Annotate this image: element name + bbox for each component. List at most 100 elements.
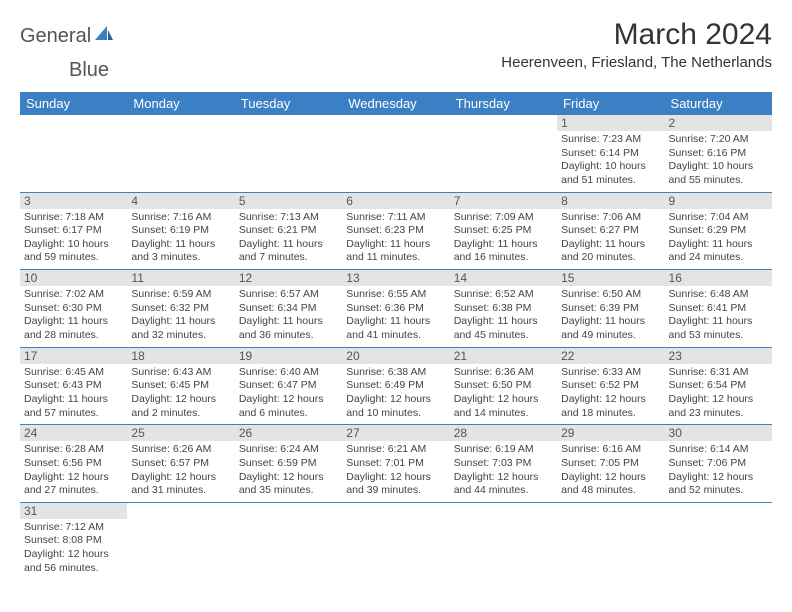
- day-body: Sunrise: 6:19 AMSunset: 7:03 PMDaylight:…: [450, 441, 557, 502]
- sunset-text: Sunset: 6:29 PM: [669, 224, 768, 238]
- daylight-text: Daylight: 10 hours and 55 minutes.: [669, 160, 768, 187]
- week-row: 31Sunrise: 7:12 AMSunset: 8:08 PMDayligh…: [20, 503, 772, 580]
- sunrise-text: Sunrise: 7:16 AM: [131, 211, 230, 225]
- sunrise-text: Sunrise: 7:11 AM: [346, 211, 445, 225]
- day-body: Sunrise: 7:12 AMSunset: 8:08 PMDaylight:…: [20, 519, 127, 580]
- sunset-text: Sunset: 6:38 PM: [454, 302, 553, 316]
- daylight-text: Daylight: 12 hours and 23 minutes.: [669, 393, 768, 420]
- day-body: Sunrise: 6:40 AMSunset: 6:47 PMDaylight:…: [235, 364, 342, 425]
- day-cell: 29Sunrise: 6:16 AMSunset: 7:05 PMDayligh…: [557, 425, 664, 502]
- daylight-text: Daylight: 12 hours and 35 minutes.: [239, 471, 338, 498]
- day-cell: 24Sunrise: 6:28 AMSunset: 6:56 PMDayligh…: [20, 425, 127, 502]
- day-body: Sunrise: 6:48 AMSunset: 6:41 PMDaylight:…: [665, 286, 772, 347]
- day-body: Sunrise: 6:52 AMSunset: 6:38 PMDaylight:…: [450, 286, 557, 347]
- day-cell: 15Sunrise: 6:50 AMSunset: 6:39 PMDayligh…: [557, 270, 664, 347]
- sunset-text: Sunset: 6:34 PM: [239, 302, 338, 316]
- day-number: 25: [127, 425, 234, 441]
- day-body: Sunrise: 7:04 AMSunset: 6:29 PMDaylight:…: [665, 209, 772, 270]
- daylight-text: Daylight: 11 hours and 11 minutes.: [346, 238, 445, 265]
- day-number: 19: [235, 348, 342, 364]
- week-row: 10Sunrise: 7:02 AMSunset: 6:30 PMDayligh…: [20, 270, 772, 348]
- day-body: Sunrise: 6:50 AMSunset: 6:39 PMDaylight:…: [557, 286, 664, 347]
- day-body: Sunrise: 6:28 AMSunset: 6:56 PMDaylight:…: [20, 441, 127, 502]
- day-cell: 19Sunrise: 6:40 AMSunset: 6:47 PMDayligh…: [235, 348, 342, 425]
- sunrise-text: Sunrise: 6:55 AM: [346, 288, 445, 302]
- daylight-text: Daylight: 11 hours and 24 minutes.: [669, 238, 768, 265]
- day-cell: 2Sunrise: 7:20 AMSunset: 6:16 PMDaylight…: [665, 115, 772, 192]
- sail-icon: [93, 24, 115, 48]
- sunrise-text: Sunrise: 6:14 AM: [669, 443, 768, 457]
- day-cell: 18Sunrise: 6:43 AMSunset: 6:45 PMDayligh…: [127, 348, 234, 425]
- sunrise-text: Sunrise: 6:24 AM: [239, 443, 338, 457]
- day-cell: 1Sunrise: 7:23 AMSunset: 6:14 PMDaylight…: [557, 115, 664, 192]
- sunset-text: Sunset: 6:39 PM: [561, 302, 660, 316]
- week-row: 3Sunrise: 7:18 AMSunset: 6:17 PMDaylight…: [20, 193, 772, 271]
- day-body: Sunrise: 6:55 AMSunset: 6:36 PMDaylight:…: [342, 286, 449, 347]
- day-cell: 16Sunrise: 6:48 AMSunset: 6:41 PMDayligh…: [665, 270, 772, 347]
- daylight-text: Daylight: 11 hours and 53 minutes.: [669, 315, 768, 342]
- day-cell: 28Sunrise: 6:19 AMSunset: 7:03 PMDayligh…: [450, 425, 557, 502]
- logo-text-b: Blue: [69, 59, 772, 82]
- day-cell: [665, 503, 772, 580]
- day-cell: [127, 503, 234, 580]
- day-cell: 9Sunrise: 7:04 AMSunset: 6:29 PMDaylight…: [665, 193, 772, 270]
- daylight-text: Daylight: 12 hours and 56 minutes.: [24, 548, 123, 575]
- day-number: 2: [665, 115, 772, 131]
- sunset-text: Sunset: 7:05 PM: [561, 457, 660, 471]
- daylight-text: Daylight: 11 hours and 16 minutes.: [454, 238, 553, 265]
- daylight-text: Daylight: 11 hours and 45 minutes.: [454, 315, 553, 342]
- day-body: Sunrise: 6:59 AMSunset: 6:32 PMDaylight:…: [127, 286, 234, 347]
- day-cell: 4Sunrise: 7:16 AMSunset: 6:19 PMDaylight…: [127, 193, 234, 270]
- day-number: 10: [20, 270, 127, 286]
- daylight-text: Daylight: 12 hours and 10 minutes.: [346, 393, 445, 420]
- daylight-text: Daylight: 12 hours and 44 minutes.: [454, 471, 553, 498]
- week-row: 17Sunrise: 6:45 AMSunset: 6:43 PMDayligh…: [20, 348, 772, 426]
- day-body: Sunrise: 6:38 AMSunset: 6:49 PMDaylight:…: [342, 364, 449, 425]
- sunrise-text: Sunrise: 6:16 AM: [561, 443, 660, 457]
- daylight-text: Daylight: 12 hours and 18 minutes.: [561, 393, 660, 420]
- day-cell: 5Sunrise: 7:13 AMSunset: 6:21 PMDaylight…: [235, 193, 342, 270]
- sunrise-text: Sunrise: 6:48 AM: [669, 288, 768, 302]
- day-cell: 13Sunrise: 6:55 AMSunset: 6:36 PMDayligh…: [342, 270, 449, 347]
- day-number: 12: [235, 270, 342, 286]
- day-number: 18: [127, 348, 234, 364]
- sunrise-text: Sunrise: 6:31 AM: [669, 366, 768, 380]
- sunrise-text: Sunrise: 6:26 AM: [131, 443, 230, 457]
- day-number: 21: [450, 348, 557, 364]
- day-cell: 26Sunrise: 6:24 AMSunset: 6:59 PMDayligh…: [235, 425, 342, 502]
- day-cell: 20Sunrise: 6:38 AMSunset: 6:49 PMDayligh…: [342, 348, 449, 425]
- day-body: Sunrise: 6:43 AMSunset: 6:45 PMDaylight:…: [127, 364, 234, 425]
- day-cell: [235, 115, 342, 192]
- sunset-text: Sunset: 6:43 PM: [24, 379, 123, 393]
- week-row: 24Sunrise: 6:28 AMSunset: 6:56 PMDayligh…: [20, 425, 772, 503]
- day-body: Sunrise: 7:13 AMSunset: 6:21 PMDaylight:…: [235, 209, 342, 270]
- sunset-text: Sunset: 6:17 PM: [24, 224, 123, 238]
- daylight-text: Daylight: 11 hours and 41 minutes.: [346, 315, 445, 342]
- sunrise-text: Sunrise: 7:23 AM: [561, 133, 660, 147]
- day-number: 7: [450, 193, 557, 209]
- day-number: 15: [557, 270, 664, 286]
- sunrise-text: Sunrise: 6:38 AM: [346, 366, 445, 380]
- daylight-text: Daylight: 11 hours and 57 minutes.: [24, 393, 123, 420]
- day-body: Sunrise: 7:06 AMSunset: 6:27 PMDaylight:…: [557, 209, 664, 270]
- day-body: Sunrise: 6:45 AMSunset: 6:43 PMDaylight:…: [20, 364, 127, 425]
- sunrise-text: Sunrise: 7:02 AM: [24, 288, 123, 302]
- day-header-thu: Thursday: [450, 92, 557, 115]
- sunrise-text: Sunrise: 6:50 AM: [561, 288, 660, 302]
- day-number: 20: [342, 348, 449, 364]
- day-number: 8: [557, 193, 664, 209]
- sunrise-text: Sunrise: 6:59 AM: [131, 288, 230, 302]
- day-cell: 22Sunrise: 6:33 AMSunset: 6:52 PMDayligh…: [557, 348, 664, 425]
- day-cell: [450, 503, 557, 580]
- day-cell: 31Sunrise: 7:12 AMSunset: 8:08 PMDayligh…: [20, 503, 127, 580]
- sunrise-text: Sunrise: 7:12 AM: [24, 521, 123, 535]
- sunset-text: Sunset: 7:01 PM: [346, 457, 445, 471]
- sunset-text: Sunset: 6:45 PM: [131, 379, 230, 393]
- day-header-tue: Tuesday: [235, 92, 342, 115]
- week-row: 1Sunrise: 7:23 AMSunset: 6:14 PMDaylight…: [20, 115, 772, 193]
- day-body: Sunrise: 6:21 AMSunset: 7:01 PMDaylight:…: [342, 441, 449, 502]
- sunset-text: Sunset: 6:59 PM: [239, 457, 338, 471]
- daylight-text: Daylight: 12 hours and 14 minutes.: [454, 393, 553, 420]
- day-body: Sunrise: 7:20 AMSunset: 6:16 PMDaylight:…: [665, 131, 772, 192]
- daylight-text: Daylight: 12 hours and 6 minutes.: [239, 393, 338, 420]
